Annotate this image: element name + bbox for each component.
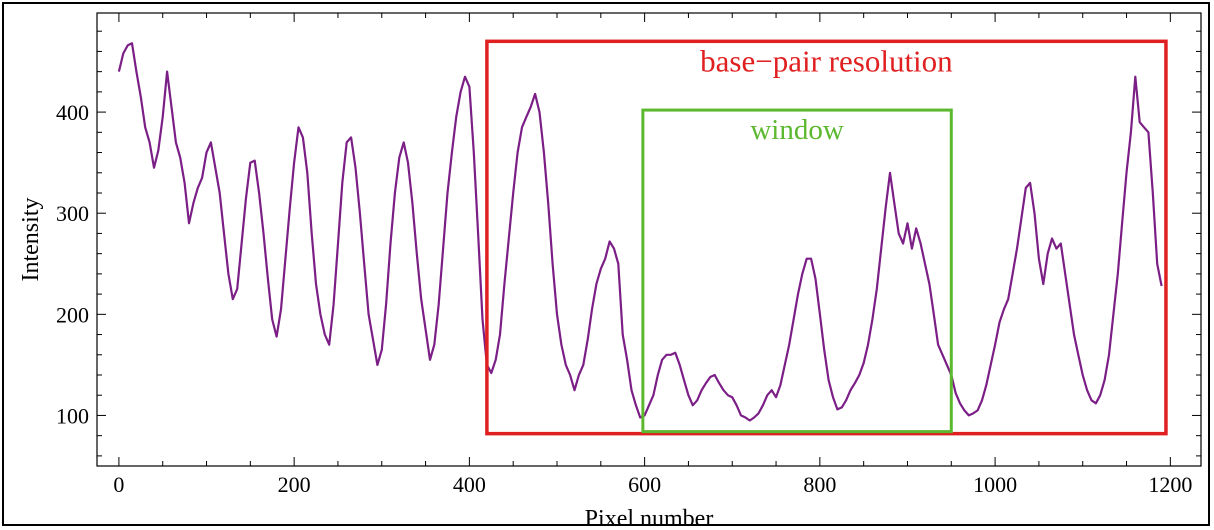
x-tick-label: 400 — [453, 472, 486, 497]
base-pair-resolution-label: base−pair resolution — [700, 43, 953, 78]
y-axis-title: Intensity — [18, 198, 44, 282]
y-tick-label: 100 — [56, 403, 89, 428]
x-tick-label: 200 — [278, 472, 311, 497]
x-tick-label: 0 — [113, 472, 124, 497]
x-tick-label: 1000 — [973, 472, 1017, 497]
annotations: base−pair resolution window — [485, 39, 1168, 436]
axis-tick-labels: 0 200 400 600 800 1000 1200 100 200 300 400 — [56, 100, 1192, 497]
window-box — [641, 108, 953, 434]
x-tick-label: 1200 — [1148, 472, 1192, 497]
y-tick-label: 300 — [56, 201, 89, 226]
y-tick-label: 200 — [56, 302, 89, 327]
x-tick-label: 800 — [803, 472, 836, 497]
x-tick-label: 600 — [628, 472, 661, 497]
plot-area — [96, 12, 1202, 467]
window-label: window — [750, 114, 844, 146]
x-axis-title: Pixel number — [585, 506, 714, 530]
axis-ticks — [97, 13, 1201, 466]
y-tick-label: 400 — [56, 100, 89, 125]
base-pair-resolution-box — [485, 39, 1168, 436]
intensity-series-line — [117, 42, 1163, 422]
